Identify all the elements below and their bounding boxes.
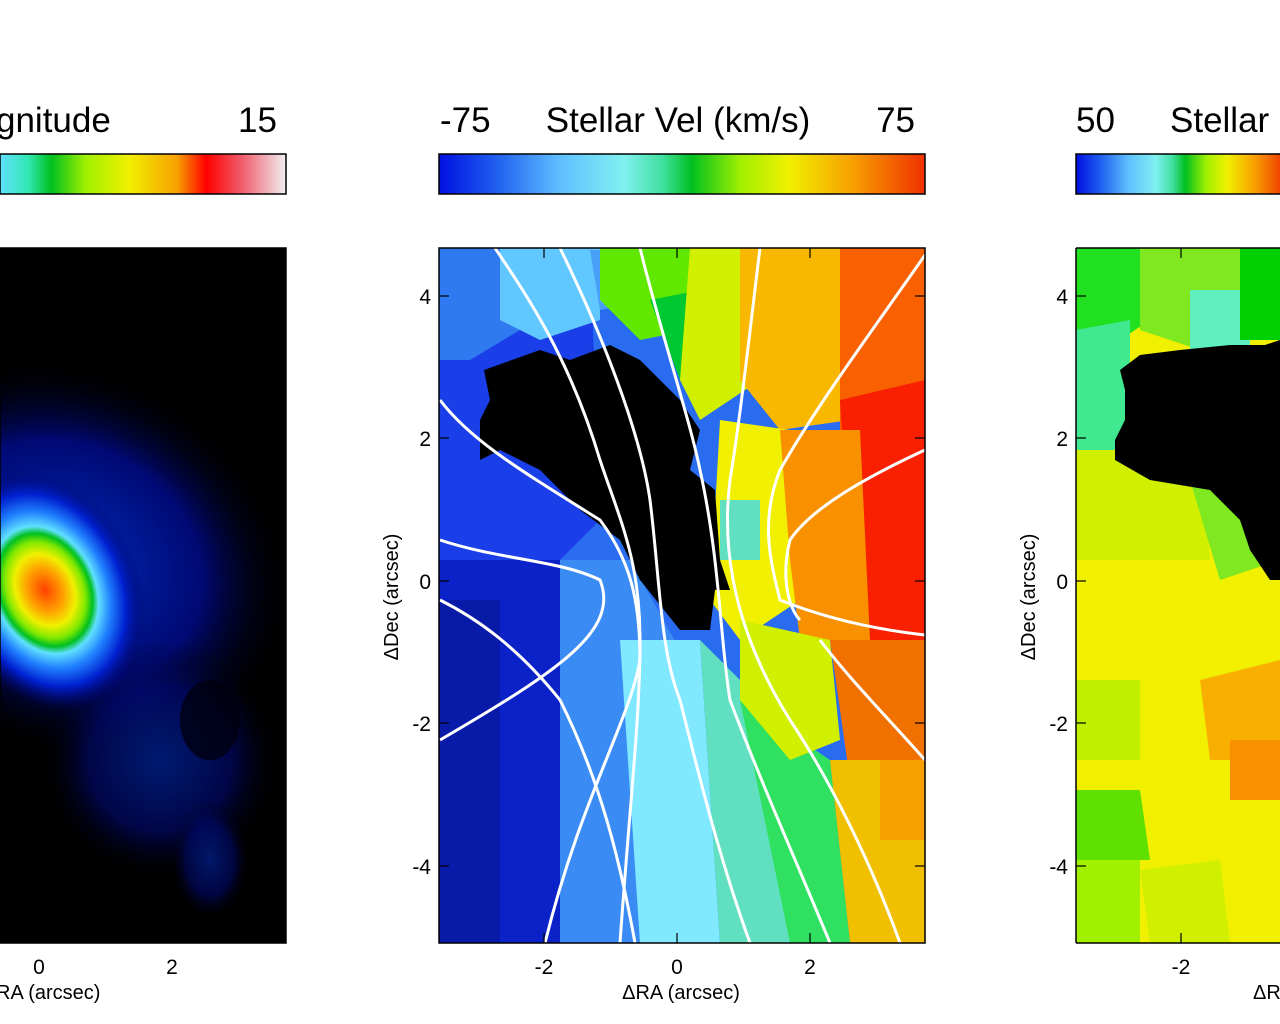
colorbar-max: 15 <box>238 101 277 140</box>
colorbar-title: Stellar Vel (km/s) <box>546 101 811 140</box>
x-tick-label: 0 <box>671 956 683 979</box>
x-axis-label: ΔRA (arcsec) <box>622 982 740 1004</box>
y-tick-label: 2 <box>419 428 431 451</box>
y-tick-label: 4 <box>1056 286 1068 309</box>
colorbar-title: gnitude <box>0 101 111 140</box>
colorbar-min: 50 <box>1076 101 1115 140</box>
panel-velocity: -75 Stellar Vel (km/s) 75 <box>381 101 926 1004</box>
colorbar-max: 75 <box>876 101 915 140</box>
panel-magnitude: gnitude 15 0 2 RA (arcsec) <box>0 101 287 1004</box>
x-axis-label: ΔR <box>1253 982 1280 1004</box>
panel-dispersion: 50 Stellar -2 4 2 <box>1018 101 1280 1004</box>
colorbar-title: Stellar <box>1170 101 1270 140</box>
y-tick-label: 0 <box>419 571 431 594</box>
y-tick-label: -4 <box>1049 856 1068 879</box>
masked-region <box>1115 340 1280 580</box>
y-tick-label: -2 <box>1049 713 1068 736</box>
y-tick-label: -2 <box>412 713 431 736</box>
velocity-map <box>439 248 925 943</box>
ticks <box>1076 248 1182 943</box>
x-axis-label: RA (arcsec) <box>0 982 100 1004</box>
y-tick-label: -4 <box>412 856 431 879</box>
x-tick-label: -2 <box>535 956 554 979</box>
y-axis-label: ΔDec (arcsec) <box>381 534 403 661</box>
y-tick-label: 2 <box>1056 428 1068 451</box>
x-tick-label: 2 <box>166 956 178 979</box>
y-tick-label: 0 <box>1056 571 1068 594</box>
velocity-contours <box>439 248 925 943</box>
x-ticks <box>38 248 173 943</box>
x-tick-label: -2 <box>1172 956 1191 979</box>
colorbar <box>1075 153 1280 195</box>
x-tick-label: 2 <box>804 956 816 979</box>
dispersion-map <box>1076 248 1280 943</box>
plot-frame <box>438 247 926 944</box>
colorbar <box>438 153 926 195</box>
colorbar <box>0 153 287 195</box>
y-tick-label: 4 <box>419 286 431 309</box>
x-tick-label: 0 <box>33 956 45 979</box>
y-axis-label: ΔDec (arcsec) <box>1018 534 1040 661</box>
colorbar-min: -75 <box>440 101 491 140</box>
masked-region <box>480 345 730 630</box>
flux-map <box>0 248 286 943</box>
ticks <box>439 248 925 943</box>
plot-frame <box>0 247 287 944</box>
